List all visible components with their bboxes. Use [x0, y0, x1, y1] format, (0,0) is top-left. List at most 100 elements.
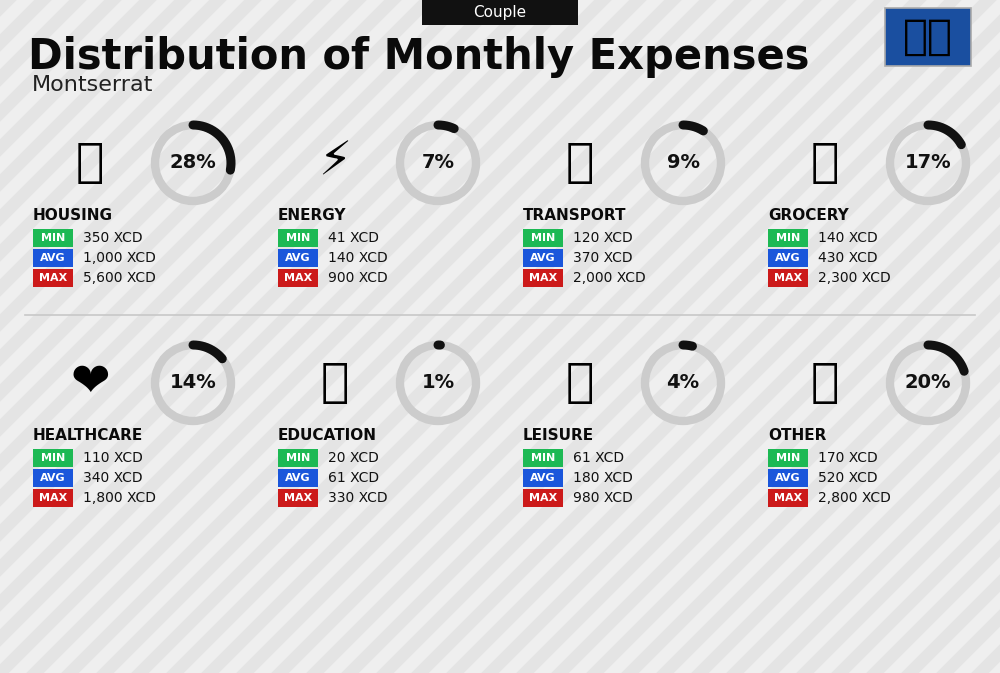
FancyBboxPatch shape: [33, 469, 73, 487]
Text: MIN: MIN: [531, 453, 555, 463]
FancyBboxPatch shape: [33, 449, 73, 467]
Text: TRANSPORT: TRANSPORT: [523, 209, 626, 223]
Text: MIN: MIN: [776, 453, 800, 463]
Text: 430 XCD: 430 XCD: [818, 251, 878, 265]
Text: HEALTHCARE: HEALTHCARE: [33, 429, 143, 444]
Text: 120 XCD: 120 XCD: [573, 231, 633, 245]
FancyBboxPatch shape: [278, 489, 318, 507]
Text: MAX: MAX: [39, 493, 67, 503]
Text: AVG: AVG: [40, 253, 66, 263]
Text: 110 XCD: 110 XCD: [83, 451, 143, 465]
Text: AVG: AVG: [285, 473, 311, 483]
Text: 5,600 XCD: 5,600 XCD: [83, 271, 156, 285]
Text: MAX: MAX: [529, 493, 557, 503]
Text: 340 XCD: 340 XCD: [83, 471, 143, 485]
FancyBboxPatch shape: [885, 8, 971, 66]
FancyBboxPatch shape: [768, 269, 808, 287]
Text: 9%: 9%: [666, 153, 700, 172]
Text: 4%: 4%: [666, 374, 700, 392]
Text: AVG: AVG: [775, 253, 801, 263]
FancyBboxPatch shape: [768, 229, 808, 247]
Text: 170 XCD: 170 XCD: [818, 451, 878, 465]
FancyBboxPatch shape: [768, 249, 808, 267]
Text: 🎓: 🎓: [321, 361, 349, 406]
Text: LEISURE: LEISURE: [523, 429, 594, 444]
Text: ⚡: ⚡: [318, 141, 352, 186]
Text: 140 XCD: 140 XCD: [818, 231, 878, 245]
Text: 20%: 20%: [905, 374, 951, 392]
Text: 7%: 7%: [422, 153, 454, 172]
Text: 330 XCD: 330 XCD: [328, 491, 388, 505]
FancyBboxPatch shape: [523, 269, 563, 287]
Text: 370 XCD: 370 XCD: [573, 251, 633, 265]
Text: AVG: AVG: [530, 253, 556, 263]
Text: AVG: AVG: [40, 473, 66, 483]
Text: MAX: MAX: [529, 273, 557, 283]
FancyBboxPatch shape: [768, 469, 808, 487]
FancyBboxPatch shape: [33, 249, 73, 267]
FancyBboxPatch shape: [33, 489, 73, 507]
Text: 2,000 XCD: 2,000 XCD: [573, 271, 646, 285]
Text: 20 XCD: 20 XCD: [328, 451, 379, 465]
FancyBboxPatch shape: [278, 269, 318, 287]
FancyBboxPatch shape: [768, 489, 808, 507]
Text: OTHER: OTHER: [768, 429, 826, 444]
FancyBboxPatch shape: [33, 269, 73, 287]
FancyBboxPatch shape: [33, 229, 73, 247]
Text: 520 XCD: 520 XCD: [818, 471, 878, 485]
FancyBboxPatch shape: [422, 0, 578, 25]
FancyBboxPatch shape: [278, 249, 318, 267]
Text: 900 XCD: 900 XCD: [328, 271, 388, 285]
Text: MIN: MIN: [531, 233, 555, 243]
Text: MIN: MIN: [286, 233, 310, 243]
Text: 🚌: 🚌: [566, 141, 594, 186]
Text: MIN: MIN: [41, 453, 65, 463]
Text: 17%: 17%: [905, 153, 951, 172]
Text: ❤: ❤: [70, 361, 110, 406]
Text: 🛒: 🛒: [811, 141, 839, 186]
Text: 140 XCD: 140 XCD: [328, 251, 388, 265]
Text: 350 XCD: 350 XCD: [83, 231, 143, 245]
Text: MIN: MIN: [776, 233, 800, 243]
Text: 41 XCD: 41 XCD: [328, 231, 379, 245]
FancyBboxPatch shape: [523, 489, 563, 507]
Text: MAX: MAX: [284, 493, 312, 503]
Text: 🏢: 🏢: [76, 141, 104, 186]
FancyBboxPatch shape: [278, 469, 318, 487]
Text: HOUSING: HOUSING: [33, 209, 113, 223]
Text: 💰: 💰: [811, 361, 839, 406]
Text: 980 XCD: 980 XCD: [573, 491, 633, 505]
Text: Couple: Couple: [473, 5, 527, 20]
Text: AVG: AVG: [775, 473, 801, 483]
Text: MAX: MAX: [774, 273, 802, 283]
Text: 1,000 XCD: 1,000 XCD: [83, 251, 156, 265]
Text: 🇲🇸: 🇲🇸: [903, 16, 953, 58]
Text: MAX: MAX: [284, 273, 312, 283]
Text: 🛍: 🛍: [566, 361, 594, 406]
Text: MAX: MAX: [774, 493, 802, 503]
FancyBboxPatch shape: [523, 249, 563, 267]
Text: Montserrat: Montserrat: [32, 75, 153, 95]
Text: MAX: MAX: [39, 273, 67, 283]
Text: AVG: AVG: [530, 473, 556, 483]
Text: 1%: 1%: [421, 374, 455, 392]
Text: 2,800 XCD: 2,800 XCD: [818, 491, 891, 505]
FancyBboxPatch shape: [523, 469, 563, 487]
Text: 14%: 14%: [170, 374, 216, 392]
Text: EDUCATION: EDUCATION: [278, 429, 377, 444]
FancyBboxPatch shape: [768, 449, 808, 467]
Text: 180 XCD: 180 XCD: [573, 471, 633, 485]
Text: AVG: AVG: [285, 253, 311, 263]
FancyBboxPatch shape: [278, 229, 318, 247]
Text: 61 XCD: 61 XCD: [328, 471, 379, 485]
FancyBboxPatch shape: [523, 229, 563, 247]
Text: ENERGY: ENERGY: [278, 209, 347, 223]
Text: 28%: 28%: [170, 153, 216, 172]
Text: 2,300 XCD: 2,300 XCD: [818, 271, 891, 285]
Text: GROCERY: GROCERY: [768, 209, 849, 223]
Text: 61 XCD: 61 XCD: [573, 451, 624, 465]
Text: 1,800 XCD: 1,800 XCD: [83, 491, 156, 505]
Text: MIN: MIN: [286, 453, 310, 463]
FancyBboxPatch shape: [278, 449, 318, 467]
Text: MIN: MIN: [41, 233, 65, 243]
